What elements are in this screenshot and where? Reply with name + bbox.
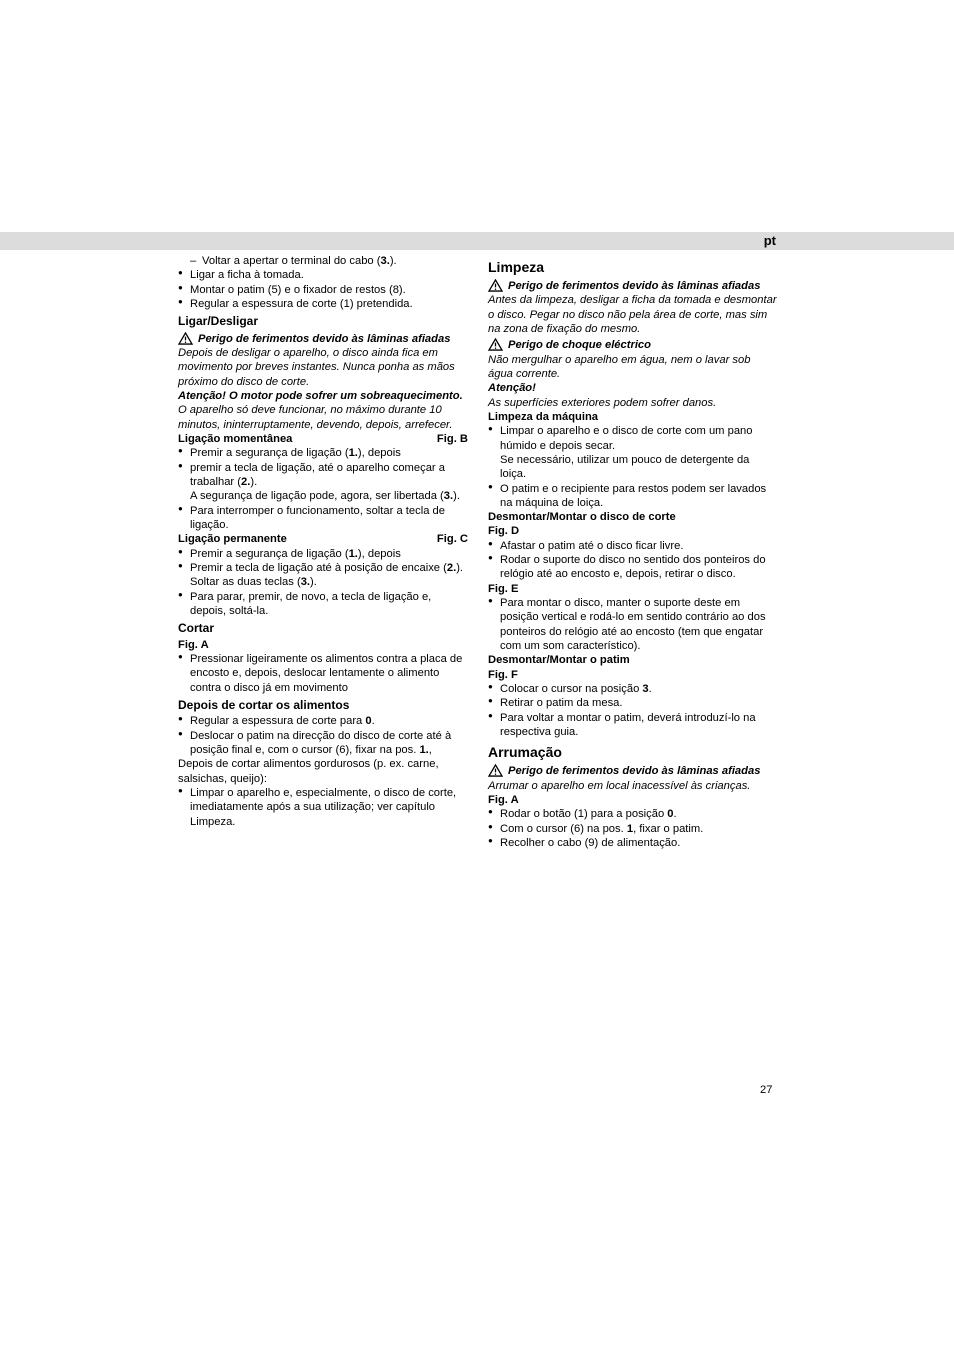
- list-item: Rodar o botão (1) para a posição 0.: [488, 807, 778, 821]
- para: Depois de desligar o aparelho, o disco a…: [178, 346, 468, 389]
- heading-arrumacao: Arrumação: [488, 744, 778, 762]
- heading-momentanea: Ligação momentânea: [178, 432, 292, 446]
- fig-a-label: Fig. A: [178, 638, 468, 652]
- list-item: Para parar, premir, de novo, a tecla de …: [178, 590, 468, 619]
- list-item: Com o cursor (6) na pos. 1, fixar o pati…: [488, 822, 778, 836]
- left-column: Voltar a apertar o terminal do cabo (3.)…: [178, 254, 468, 850]
- warning-blades: Perigo de ferimentos devido às lâminas a…: [488, 279, 778, 293]
- warning-icon: [488, 279, 503, 292]
- list-item: Ligar a ficha à tomada.: [178, 268, 468, 282]
- list-item: Afastar o patim até o disco ficar livre.: [488, 539, 778, 553]
- list-item: Retirar o patim da mesa.: [488, 696, 778, 710]
- para: O aparelho só deve funcionar, no máximo …: [178, 403, 468, 432]
- right-column: Limpeza Perigo de ferimentos devido às l…: [488, 254, 778, 850]
- heading-limpeza: Limpeza: [488, 259, 778, 277]
- heading-desmontar-patim: Desmontar/Montar o patim: [488, 653, 778, 667]
- warning-text: Perigo de ferimentos devido às lâminas a…: [508, 280, 760, 292]
- warning-icon: [178, 332, 193, 345]
- header-lang: pt: [764, 233, 776, 248]
- para: Arrumar o aparelho em local inacessível …: [488, 779, 778, 793]
- list-item: Limpar o aparelho e o disco de corte com…: [488, 424, 778, 481]
- fig-f-label: Fig. F: [488, 668, 778, 682]
- list-item: Colocar o cursor na posição 3.: [488, 682, 778, 696]
- header-bar: [0, 232, 954, 250]
- warning-shock: Perigo de choque eléctrico: [488, 338, 778, 352]
- list-item: Para montar o disco, manter o suporte de…: [488, 596, 778, 653]
- list-item: Premir a segurança de ligação (1.), depo…: [178, 446, 468, 460]
- warning-blades: Perigo de ferimentos devido às lâminas a…: [178, 332, 468, 346]
- list-item: Pressionar ligeiramente os alimentos con…: [178, 652, 468, 695]
- fig-b-label: Fig. B: [437, 432, 468, 446]
- para: Antes da limpeza, desligar a ficha da to…: [488, 293, 778, 336]
- warning-text: Perigo de ferimentos devido às lâminas a…: [508, 765, 760, 777]
- list-item: Rodar o suporte do disco no sentido dos …: [488, 553, 778, 582]
- list-item: O patim e o recipiente para restos podem…: [488, 482, 778, 511]
- warning-text: Perigo de choque eléctrico: [508, 339, 651, 351]
- fig-c-label: Fig. C: [437, 532, 468, 546]
- page-number: 27: [760, 1084, 772, 1096]
- list-item: Premir a tecla de ligação até à posição …: [178, 561, 468, 590]
- para: Não mergulhar o aparelho em água, nem o …: [488, 353, 778, 382]
- para: Depois de cortar alimentos gordurosos (p…: [178, 757, 468, 786]
- heading-ligar: Ligar/Desligar: [178, 314, 468, 329]
- list-item: Para interromper o funcionamento, soltar…: [178, 504, 468, 533]
- list-item: Recolher o cabo (9) de alimentação.: [488, 836, 778, 850]
- heading-depois: Depois de cortar os alimentos: [178, 698, 468, 713]
- heading-row: Ligação permanente Fig. C: [178, 532, 468, 546]
- content-area: Voltar a apertar o terminal do cabo (3.)…: [178, 254, 778, 850]
- intro-dash: Voltar a apertar o terminal do cabo (3.)…: [178, 254, 468, 268]
- warning-icon: [488, 338, 503, 351]
- list-item: Para voltar a montar o patim, deverá int…: [488, 711, 778, 740]
- list-item: Regular a espessura de corte (1) pretend…: [178, 297, 468, 311]
- heading-row: Ligação momentânea Fig. B: [178, 432, 468, 446]
- warning-text: Perigo de ferimentos devido às lâminas a…: [198, 333, 450, 345]
- list-item: premir a tecla de ligação, até o aparelh…: [178, 461, 468, 504]
- list-item: Deslocar o patim na direcção do disco de…: [178, 729, 468, 758]
- para: As superfícies exteriores podem sofrer d…: [488, 396, 778, 410]
- para-attention: Atenção! O motor pode sofrer um sobreaqu…: [178, 389, 468, 403]
- heading-desmontar-disco: Desmontar/Montar o disco de corte: [488, 510, 778, 524]
- warning-blades: Perigo de ferimentos devido às lâminas a…: [488, 764, 778, 778]
- fig-e-label: Fig. E: [488, 582, 778, 596]
- list-item: Regular a espessura de corte para 0.: [178, 714, 468, 728]
- fig-d-label: Fig. D: [488, 524, 778, 538]
- heading-permanente: Ligação permanente: [178, 532, 287, 546]
- list-item: Limpar o aparelho e, especialmente, o di…: [178, 786, 468, 829]
- warning-icon: [488, 764, 503, 777]
- fig-a-label: Fig. A: [488, 793, 778, 807]
- heading-limpeza-maquina: Limpeza da máquina: [488, 410, 778, 424]
- list-item: Premir a segurança de ligação (1.), depo…: [178, 547, 468, 561]
- heading-cortar: Cortar: [178, 621, 468, 636]
- para-attention: Atenção!: [488, 381, 778, 395]
- list-item: Montar o patim (5) e o fixador de restos…: [178, 283, 468, 297]
